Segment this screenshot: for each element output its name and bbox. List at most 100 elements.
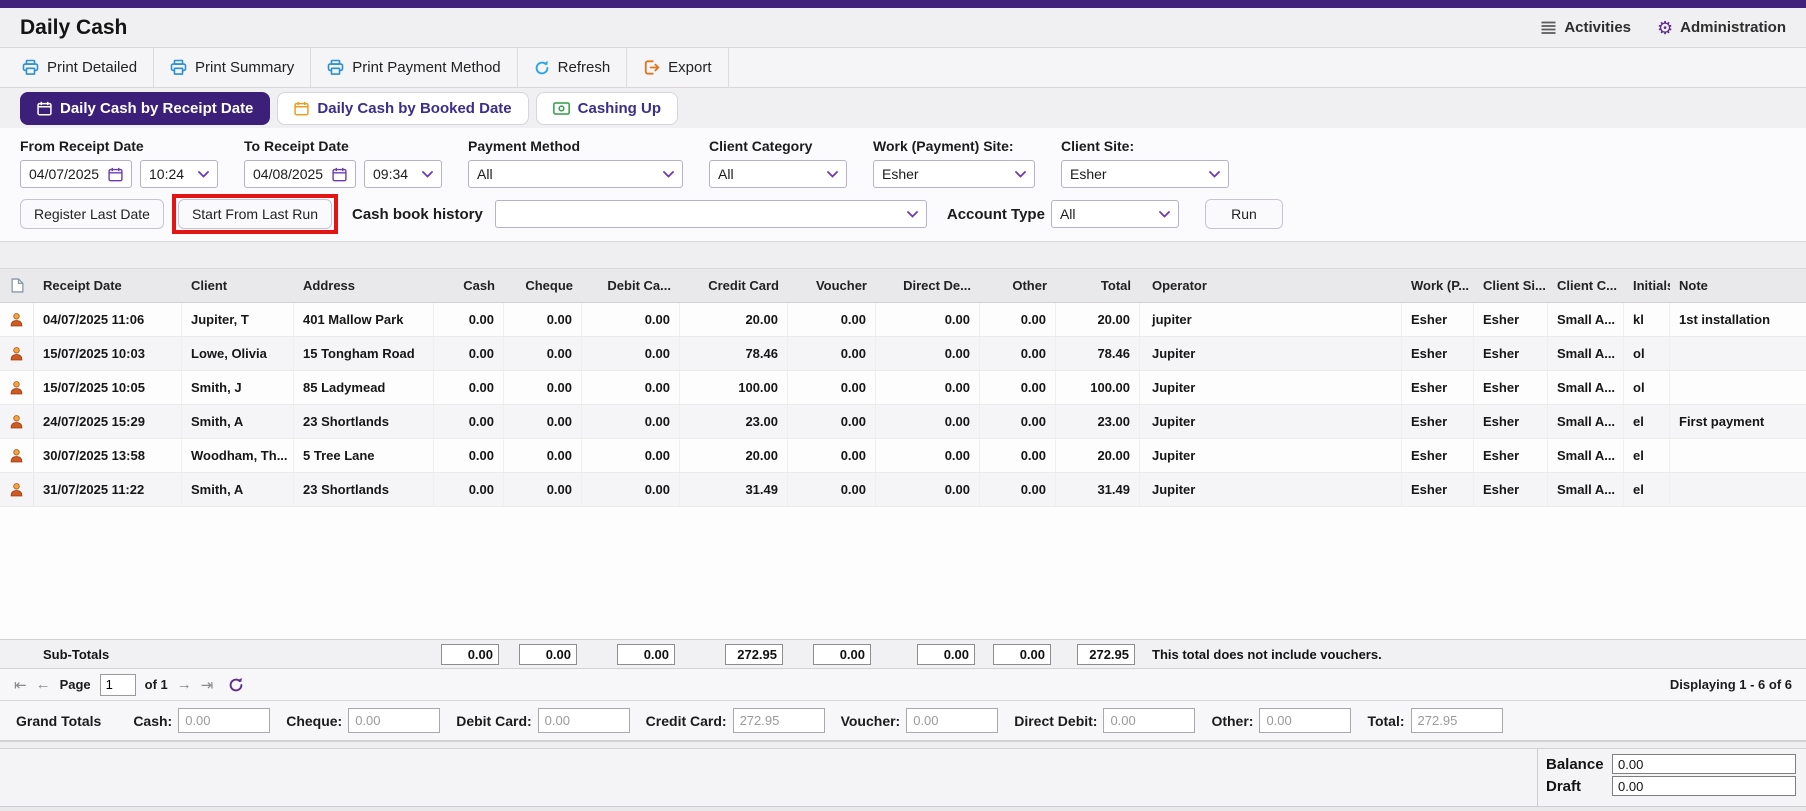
table-row[interactable]: 31/07/2025 11:22 Smith, A 23 Shortlands …	[0, 473, 1806, 507]
column-header-receipt-date[interactable]: Receipt Date	[43, 278, 122, 293]
refresh-grid-icon[interactable]	[228, 677, 244, 693]
page-title: Daily Cash	[20, 15, 128, 39]
balance-panel: Balance Draft	[1538, 749, 1806, 807]
cell-debit-card: 0.00	[582, 405, 680, 438]
column-header-client-category[interactable]: Client C...	[1557, 278, 1617, 293]
register-last-date-button[interactable]: Register Last Date	[20, 199, 164, 229]
column-header-total[interactable]: Total	[1100, 278, 1131, 293]
cell-receipt-date: 24/07/2025 15:29	[34, 405, 182, 438]
cell-credit-card: 31.49	[680, 473, 788, 506]
cell-cash: 0.00	[434, 473, 504, 506]
print-payment-method-button[interactable]: Print Payment Method	[311, 48, 518, 87]
column-header-cash[interactable]: Cash	[463, 278, 495, 293]
payment-method-label: Payment Method	[468, 138, 581, 154]
table-row[interactable]: 24/07/2025 15:29 Smith, A 23 Shortlands …	[0, 405, 1806, 439]
grand-total-field-value[interactable]: 272.95	[1410, 708, 1503, 733]
calendar-icon	[37, 101, 52, 115]
cash-book-history-select[interactable]	[494, 200, 927, 228]
column-header-voucher[interactable]: Voucher	[815, 278, 867, 293]
previous-page-button[interactable]: ←	[35, 676, 51, 693]
export-label: Export	[668, 59, 712, 76]
person-icon	[0, 303, 34, 336]
grand-total-field-value[interactable]: 0.00	[906, 708, 999, 733]
grand-total-field-value[interactable]: 0.00	[348, 708, 441, 733]
grand-total-field-value[interactable]: 272.95	[732, 708, 825, 733]
cell-credit-card: 23.00	[680, 405, 788, 438]
export-button[interactable]: Export	[627, 48, 729, 87]
calendar-icon[interactable]	[102, 167, 123, 182]
cell-client-site: Esher	[1474, 371, 1548, 404]
column-header-client-site[interactable]: Client Si...	[1483, 278, 1546, 293]
work-payment-site-label: Work (Payment) Site:	[873, 138, 1014, 154]
grand-total-field-label: Direct Debit:	[1014, 712, 1098, 729]
refresh-button[interactable]: Refresh	[518, 48, 628, 87]
administration-menu[interactable]: ⚙ Administration	[1657, 19, 1786, 37]
tab-daily-cash-by-receipt-date[interactable]: Daily Cash by Receipt Date	[20, 91, 271, 125]
page-number-input[interactable]	[99, 673, 136, 696]
cell-client-site: Esher	[1474, 439, 1548, 472]
payment-method-select[interactable]: All	[468, 160, 683, 188]
grand-total-field-label: Voucher:	[840, 712, 901, 729]
print-detailed-button[interactable]: Print Detailed	[6, 48, 155, 87]
from-time-select[interactable]: 10:24	[140, 160, 218, 188]
grand-total-field-value[interactable]: 0.00	[537, 708, 630, 733]
chevron-down-icon[interactable]	[192, 170, 209, 178]
draft-input[interactable]	[1612, 776, 1796, 796]
column-header-other[interactable]: Other	[1012, 278, 1047, 293]
grand-total-field-value[interactable]: 0.00	[1103, 708, 1196, 733]
print-summary-button[interactable]: Print Summary	[154, 48, 312, 87]
cell-cash: 0.00	[434, 337, 504, 370]
balance-label: Balance	[1546, 755, 1604, 773]
column-header-address[interactable]: Address	[303, 278, 356, 293]
print-detailed-label: Print Detailed	[47, 59, 138, 76]
balance-input[interactable]	[1612, 754, 1796, 774]
column-header-credit-card[interactable]: Credit Card	[708, 278, 779, 293]
table-row[interactable]: 30/07/2025 13:58 Woodham, Th... 5 Tree L…	[0, 439, 1806, 473]
column-header-work-site[interactable]: Work (P...	[1411, 278, 1470, 293]
column-header-operator[interactable]: Operator	[1152, 278, 1207, 293]
next-page-button[interactable]: →	[176, 676, 192, 693]
table-row[interactable]: 15/07/2025 10:05 Smith, J 85 Ladymead 0.…	[0, 371, 1806, 405]
work-payment-site-select[interactable]: Esher	[873, 160, 1035, 188]
column-header-debit-card[interactable]: Debit Ca...	[607, 278, 671, 293]
column-header-initials[interactable]: Initials	[1633, 278, 1670, 293]
printer-icon	[22, 59, 39, 75]
cell-operator: Jupiter	[1140, 439, 1402, 472]
table-row[interactable]: 15/07/2025 10:03 Lowe, Olivia 15 Tongham…	[0, 337, 1806, 371]
from-date-input[interactable]: 04/07/2025	[20, 160, 132, 188]
first-page-button[interactable]: ⇤	[14, 676, 27, 694]
grand-total-field-value[interactable]: 0.00	[178, 708, 271, 733]
start-from-last-run-button[interactable]: Start From Last Run	[177, 199, 332, 229]
to-date-input[interactable]: 04/08/2025	[244, 160, 356, 188]
page-label: Page	[59, 677, 91, 692]
client-category-label: Client Category	[709, 138, 813, 154]
column-header-note[interactable]: Note	[1679, 278, 1708, 293]
cell-credit-card: 20.00	[680, 303, 788, 336]
account-type-select[interactable]: All	[1050, 200, 1179, 228]
cell-work-site: Esher	[1402, 473, 1474, 506]
subtotals-row: Sub-Totals 0.00 0.00 0.00 272.95 0.00 0.…	[0, 639, 1806, 669]
last-page-button[interactable]: ⇥	[200, 676, 214, 694]
tab-daily-cash-by-booked-date[interactable]: Daily Cash by Booked Date	[277, 91, 529, 125]
cell-operator: Jupiter	[1140, 337, 1402, 370]
calendar-icon[interactable]	[326, 167, 347, 182]
chevron-down-icon[interactable]	[416, 170, 433, 178]
run-button[interactable]: Run	[1204, 199, 1283, 229]
cell-client-category: Small A...	[1548, 303, 1624, 336]
cell-other: 0.00	[980, 473, 1056, 506]
tab-cashing-up[interactable]: Cashing Up	[535, 91, 678, 125]
subtotals-note: This total does not include vouchers.	[1152, 646, 1382, 662]
cell-other: 0.00	[980, 371, 1056, 404]
tab-bar: Daily Cash by Receipt Date Daily Cash by…	[0, 88, 1806, 128]
table-row[interactable]: 04/07/2025 11:06 Jupiter, T 401 Mallow P…	[0, 303, 1806, 337]
receipts-table: Receipt Date Client Address Cash Cheque …	[0, 268, 1806, 639]
cell-work-site: Esher	[1402, 371, 1474, 404]
column-header-cheque[interactable]: Cheque	[525, 278, 573, 293]
activities-menu[interactable]: Activities	[1540, 19, 1631, 36]
to-time-select[interactable]: 09:34	[364, 160, 442, 188]
column-header-client[interactable]: Client	[191, 278, 228, 293]
client-category-select[interactable]: All	[709, 160, 847, 188]
client-site-select[interactable]: Esher	[1061, 160, 1229, 188]
column-header-direct-debit[interactable]: Direct De...	[903, 278, 971, 293]
grand-total-field-value[interactable]: 0.00	[1259, 708, 1352, 733]
